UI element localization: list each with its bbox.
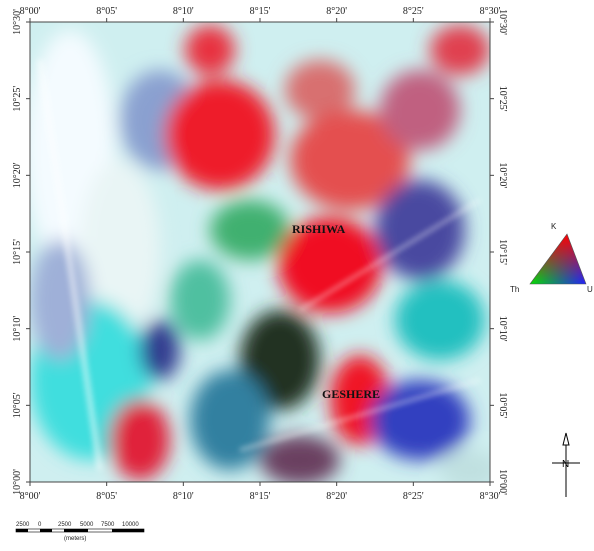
x-tick-label: 8°25': [403, 6, 424, 17]
y-tick-label: 10°10': [12, 316, 23, 342]
legend-label: U: [587, 285, 593, 294]
x-tick-label: 8°20': [326, 6, 347, 17]
ternary-image: [25, 22, 500, 490]
ternary-legend: K Th U: [510, 222, 593, 294]
place-label: RISHIWA: [292, 222, 346, 236]
x-tick-label: 8°20': [326, 491, 347, 502]
y-tick-label: 10°15': [12, 239, 23, 265]
legend-label: Th: [510, 285, 519, 294]
y-tick-label: 10°05': [12, 392, 23, 418]
y-tick-label: 10°25': [497, 86, 508, 112]
y-tick-label: 10°30': [12, 9, 23, 35]
place-label: GESHERE: [322, 387, 380, 401]
x-tick-label: 8°15': [250, 6, 271, 17]
y-tick-label: 10°20': [497, 162, 508, 188]
y-tick-label: 10°30': [497, 9, 508, 35]
map-page: 8°00'8°00'8°05'8°05'8°10'8°10'8°15'8°15'…: [0, 0, 594, 551]
y-tick-label: 10°25': [12, 86, 23, 112]
x-tick-label: 8°10': [173, 491, 194, 502]
x-tick-label: 8°05': [96, 6, 117, 17]
scale-label: 7500: [101, 522, 115, 528]
north-label: N: [562, 459, 569, 470]
scale-label: 2500: [58, 522, 72, 528]
scale-label: 10000: [122, 522, 139, 528]
scale-unit: (meters): [64, 536, 86, 542]
north-arrow: N: [552, 433, 580, 497]
y-tick-label: 10°00': [12, 469, 23, 495]
y-tick-label: 10°00': [497, 469, 508, 495]
scale-label: 2500: [16, 522, 30, 528]
y-tick-label: 10°05': [497, 392, 508, 418]
x-tick-label: 8°15': [250, 491, 271, 502]
legend-label: K: [551, 222, 557, 231]
x-tick-label: 8°25': [403, 491, 424, 502]
y-tick-label: 10°15': [497, 239, 508, 265]
scale-bar: 2500 0 2500 5000 7500 10000 (meters): [16, 522, 144, 542]
x-tick-label: 8°05': [96, 491, 117, 502]
y-tick-label: 10°20': [12, 162, 23, 188]
y-tick-label: 10°10': [497, 316, 508, 342]
scale-label: 5000: [80, 522, 94, 528]
x-tick-label: 8°10': [173, 6, 194, 17]
scale-label: 0: [38, 522, 42, 528]
